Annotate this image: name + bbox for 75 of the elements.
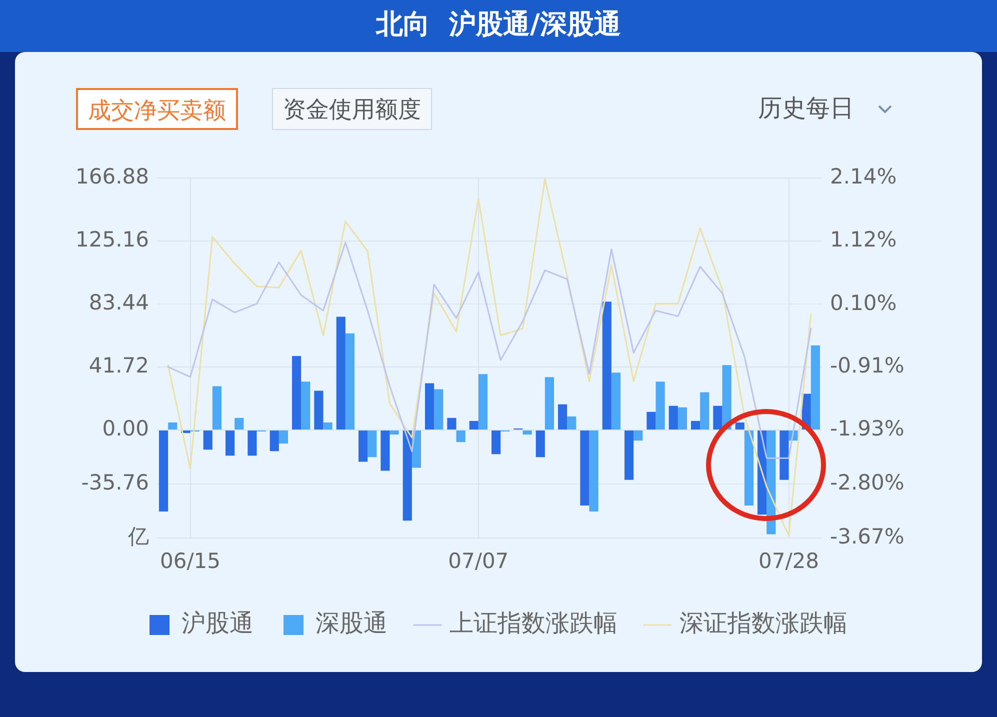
bar <box>248 430 257 456</box>
bar <box>402 430 412 521</box>
bar <box>345 333 355 430</box>
bar <box>447 418 456 430</box>
legend-label: 沪股通 <box>182 609 254 638</box>
bar <box>722 365 732 430</box>
y-tick-label: 125.16 <box>76 227 149 252</box>
bar <box>744 430 754 506</box>
y2-tick-label: 0.10% <box>830 290 897 315</box>
bar <box>713 406 722 430</box>
bar <box>624 430 634 480</box>
y2-tick-label: -2.80% <box>830 470 904 495</box>
bar <box>225 430 235 456</box>
y-tick-label: -35.76 <box>81 470 149 494</box>
bar <box>203 430 212 450</box>
bar <box>700 392 710 430</box>
text: 资金使用额度 <box>272 88 432 130</box>
chart-title: 北向 沪股通/深股通 <box>374 8 622 42</box>
bar <box>567 416 576 430</box>
bar <box>358 430 368 462</box>
bar <box>558 404 568 430</box>
y-tick-label: 亿 <box>127 524 149 548</box>
y2-tick-label: -1.93% <box>830 416 904 441</box>
bar <box>301 382 310 430</box>
bar <box>336 316 346 430</box>
y2-tick-label: -3.67% <box>830 524 904 548</box>
bar <box>478 374 488 430</box>
legend-label: 深股通 <box>316 609 388 638</box>
bar <box>602 302 612 430</box>
text: 历史每日 <box>758 93 854 124</box>
bar <box>390 430 399 435</box>
bar <box>278 430 288 444</box>
bar <box>424 383 434 430</box>
bar <box>368 430 377 458</box>
bar <box>469 420 478 430</box>
bar <box>810 345 820 430</box>
bar <box>323 422 332 430</box>
bar <box>380 430 390 471</box>
bar <box>536 430 545 458</box>
bar <box>158 430 168 512</box>
y-tick-label: 83.44 <box>88 290 149 314</box>
x-tick-label: 07/28 <box>758 549 820 574</box>
bar <box>212 386 222 430</box>
bar <box>611 372 621 430</box>
y2-tick-label: 2.14% <box>830 164 897 188</box>
bar <box>456 430 466 442</box>
y-tick-label: 41.72 <box>88 353 149 378</box>
bar <box>491 430 501 454</box>
legend-label: 深证指数涨跌幅 <box>680 609 848 638</box>
y2-tick-label: -0.91% <box>830 353 904 378</box>
bar <box>234 418 244 430</box>
bar <box>735 422 744 430</box>
legend-label: 上证指数涨跌幅 <box>450 609 618 638</box>
bar <box>668 406 678 430</box>
bar <box>544 377 554 430</box>
y-tick-label: 166.88 <box>76 164 149 188</box>
x-tick-label: 06/15 <box>160 549 221 574</box>
bar <box>292 356 302 430</box>
bar <box>314 390 324 430</box>
bar <box>634 430 643 441</box>
bar <box>656 382 665 430</box>
bar <box>270 430 279 452</box>
x-tick-label: 07/07 <box>448 549 509 574</box>
bar <box>678 407 688 430</box>
text: 成交净买卖额 <box>76 88 238 130</box>
bar <box>589 430 598 512</box>
bar <box>522 430 532 435</box>
bar <box>580 430 590 506</box>
bar <box>690 420 700 430</box>
bar <box>168 422 178 430</box>
bar <box>434 389 444 430</box>
y2-tick-label: 1.12% <box>830 228 897 252</box>
bar <box>780 430 789 480</box>
bar <box>646 412 656 430</box>
y-tick-label: 0.00 <box>102 416 149 440</box>
